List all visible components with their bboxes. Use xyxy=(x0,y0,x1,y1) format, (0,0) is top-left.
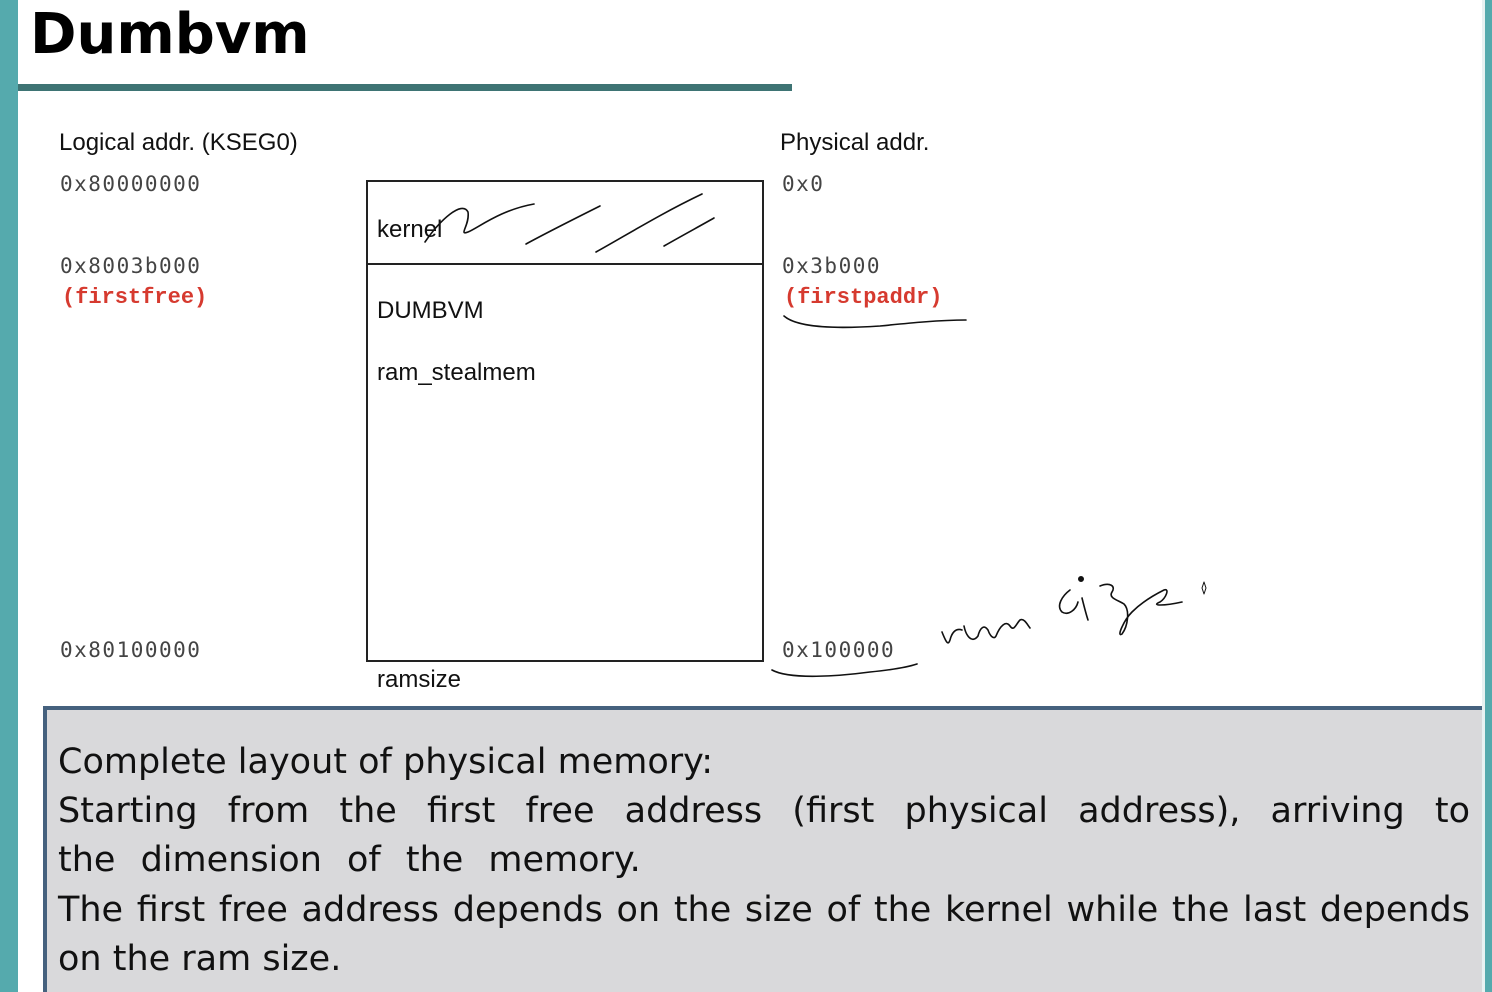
sparkle-mark xyxy=(1201,581,1207,595)
end-address-underline xyxy=(771,663,918,678)
ram-stealmem-label: ram_stealmem xyxy=(377,359,536,386)
note-line-range: Starting from the first free address (fi… xyxy=(58,791,1470,880)
title-underline xyxy=(18,84,792,91)
explanation-panel xyxy=(43,706,1482,992)
kernel-boundary-line xyxy=(366,263,762,265)
ram-size-handwriting xyxy=(1058,589,1089,621)
kernel-region-label: kernel xyxy=(377,216,443,243)
logical-end-address: 0x80100000 xyxy=(60,638,202,662)
dumbvm-region-label: DUMBVM xyxy=(377,297,484,324)
ram-size-handwriting xyxy=(941,618,1031,644)
note-line-layout: Complete layout of physical memory: xyxy=(58,742,714,782)
logical-firstfree-address: 0x8003b000 xyxy=(60,254,202,278)
ramsize-label: ramsize xyxy=(377,666,462,693)
slide-title: Dumbvm xyxy=(30,2,310,67)
note-line-dependency: The first free address depends on the si… xyxy=(58,890,1470,979)
ram-size-handwriting xyxy=(1099,583,1183,636)
logical-start-address: 0x80000000 xyxy=(60,172,202,196)
physical-start-address: 0x0 xyxy=(782,172,825,196)
logical-addr-heading: Logical addr. (KSEG0) xyxy=(59,129,298,156)
firstpaddr-underline xyxy=(783,315,967,329)
left-accent-bar xyxy=(0,0,18,992)
physical-end-address: 0x100000 xyxy=(782,638,896,662)
memory-layout-box xyxy=(366,180,764,662)
firstpaddr-label: (firstpaddr) xyxy=(784,285,943,310)
physical-addr-heading: Physical addr. xyxy=(780,129,930,156)
physical-firstpaddr-address: 0x3b000 xyxy=(782,254,882,278)
right-accent-highlight xyxy=(1482,0,1485,992)
firstfree-label: (firstfree) xyxy=(62,285,208,310)
right-accent-bar xyxy=(1482,0,1492,992)
